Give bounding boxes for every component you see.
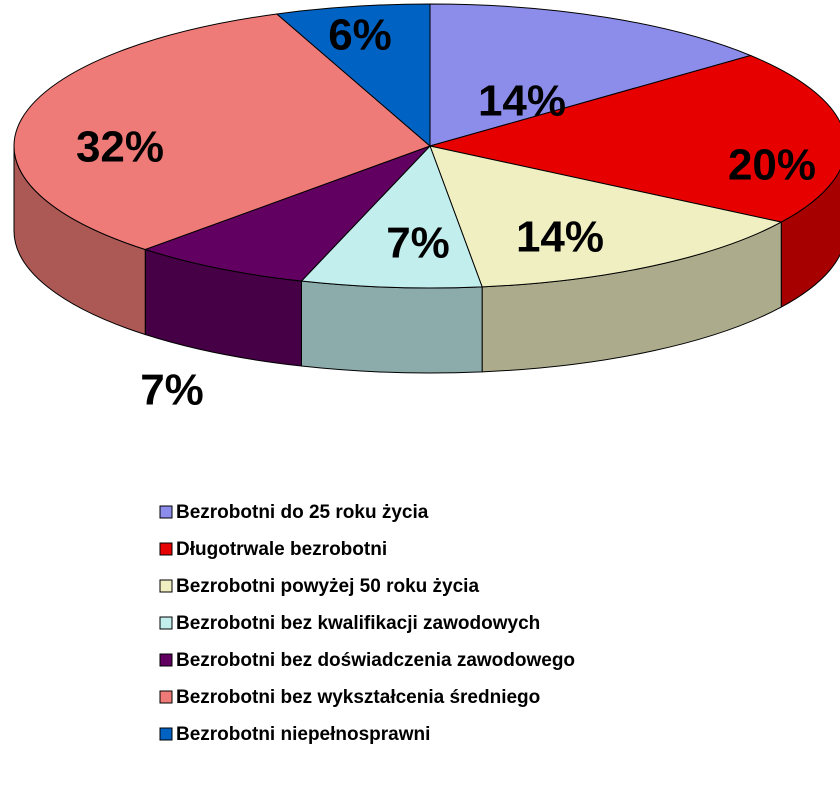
data-label: 20% <box>728 141 816 190</box>
data-label: 7% <box>140 366 204 415</box>
slice <box>13 13 431 251</box>
data-label: 32% <box>76 123 164 172</box>
legend-swatch <box>159 616 173 630</box>
legend-label: Długotrwale bezrobotni <box>176 539 387 560</box>
data-label: 6% <box>328 11 392 60</box>
legend-label: Bezrobotni niepełnosprawni <box>176 724 430 745</box>
legend-swatch <box>159 579 173 593</box>
legend-swatch <box>159 505 173 519</box>
legend-label: Bezrobotni bez doświadczenia zawodowego <box>176 650 575 671</box>
data-label: 7% <box>386 219 450 268</box>
legend-label: Bezrobotni bez wykształcenia średniego <box>176 687 540 708</box>
legend-swatch <box>159 727 173 741</box>
legend-swatch <box>159 542 173 556</box>
slice <box>275 3 431 148</box>
legend-swatch <box>159 653 173 667</box>
slice-side <box>300 280 483 374</box>
slice <box>429 145 783 288</box>
data-label: 14% <box>478 77 566 126</box>
slice <box>143 145 431 282</box>
legend-label: Bezrobotni do 25 roku życia <box>176 502 429 523</box>
slice <box>429 54 840 223</box>
slice <box>300 145 483 289</box>
legend-swatch <box>159 690 173 704</box>
slice <box>429 3 753 147</box>
legend-label: Bezrobotni powyżej 50 roku życia <box>176 576 479 597</box>
data-label: 14% <box>516 213 604 262</box>
legend-label: Bezrobotni bez kwalifikacji zawodowych <box>176 613 540 634</box>
